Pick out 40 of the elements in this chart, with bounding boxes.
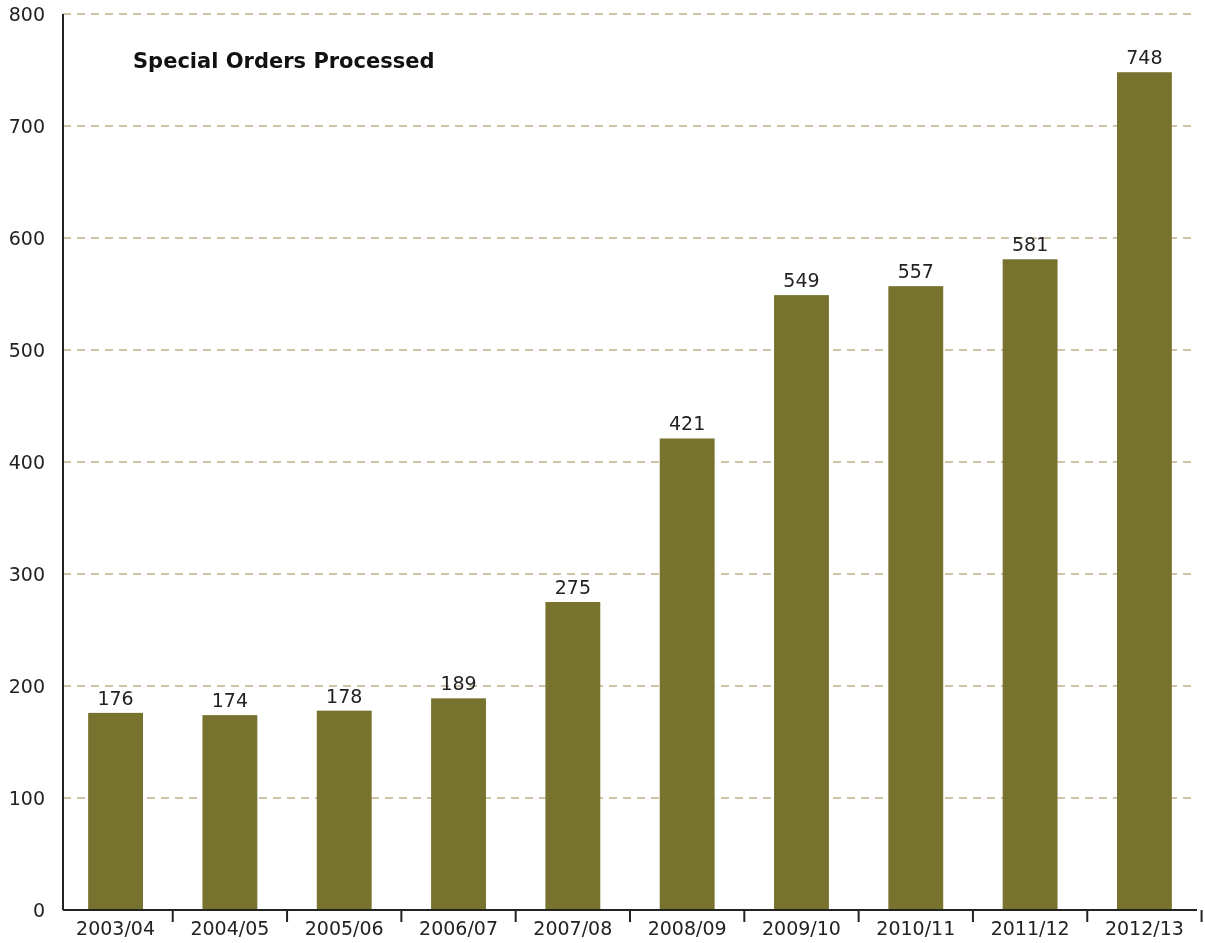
y-tick-label: 700: [8, 114, 45, 137]
y-tick-label: 200: [8, 674, 45, 697]
y-tick-label: 0: [32, 898, 45, 921]
data-label: 557: [897, 260, 934, 283]
data-label: 275: [554, 576, 591, 598]
bar: [774, 295, 829, 910]
text: Special Orders Processed: [133, 49, 435, 73]
bar: [1116, 72, 1172, 910]
x-tick-label: 2004/05: [190, 917, 270, 939]
y-tick-label: 800: [8, 2, 45, 25]
data-label: 176: [97, 686, 134, 709]
x-tick-label: 2011/12: [990, 917, 1070, 939]
x-tick-label: 2009/10: [762, 917, 841, 939]
bar: [659, 438, 715, 910]
bar: [888, 286, 944, 910]
data-label: 581: [1011, 233, 1049, 256]
y-tick-label: 500: [8, 338, 45, 361]
y-tick-label: 300: [8, 562, 45, 585]
data-label: 189: [440, 672, 477, 695]
x-tick-label: 2008/09: [647, 917, 727, 939]
data-label: 174: [211, 689, 249, 712]
y-tick-label: 400: [8, 450, 45, 473]
y-tick-label: 100: [8, 786, 45, 809]
x-tick-label: 2006/07: [419, 917, 498, 939]
bar: [88, 712, 144, 910]
bar: [202, 715, 258, 910]
x-tick-label: 2010/11: [876, 917, 956, 939]
x-tick-label: 2012/13: [1104, 917, 1184, 939]
data-label: 421: [669, 412, 706, 435]
bar: [316, 710, 372, 910]
x-tick-label: 2003/04: [76, 917, 156, 939]
bar: [545, 602, 601, 910]
bar: [431, 698, 486, 910]
y-tick-label: 600: [8, 226, 45, 249]
x-tick-label: 2005/06: [304, 917, 384, 939]
data-label: 748: [1126, 46, 1163, 69]
data-label: 549: [783, 269, 820, 292]
x-tick-label: 2007/08: [533, 917, 613, 939]
data-label: 178: [326, 684, 363, 707]
bar: [1002, 259, 1058, 910]
